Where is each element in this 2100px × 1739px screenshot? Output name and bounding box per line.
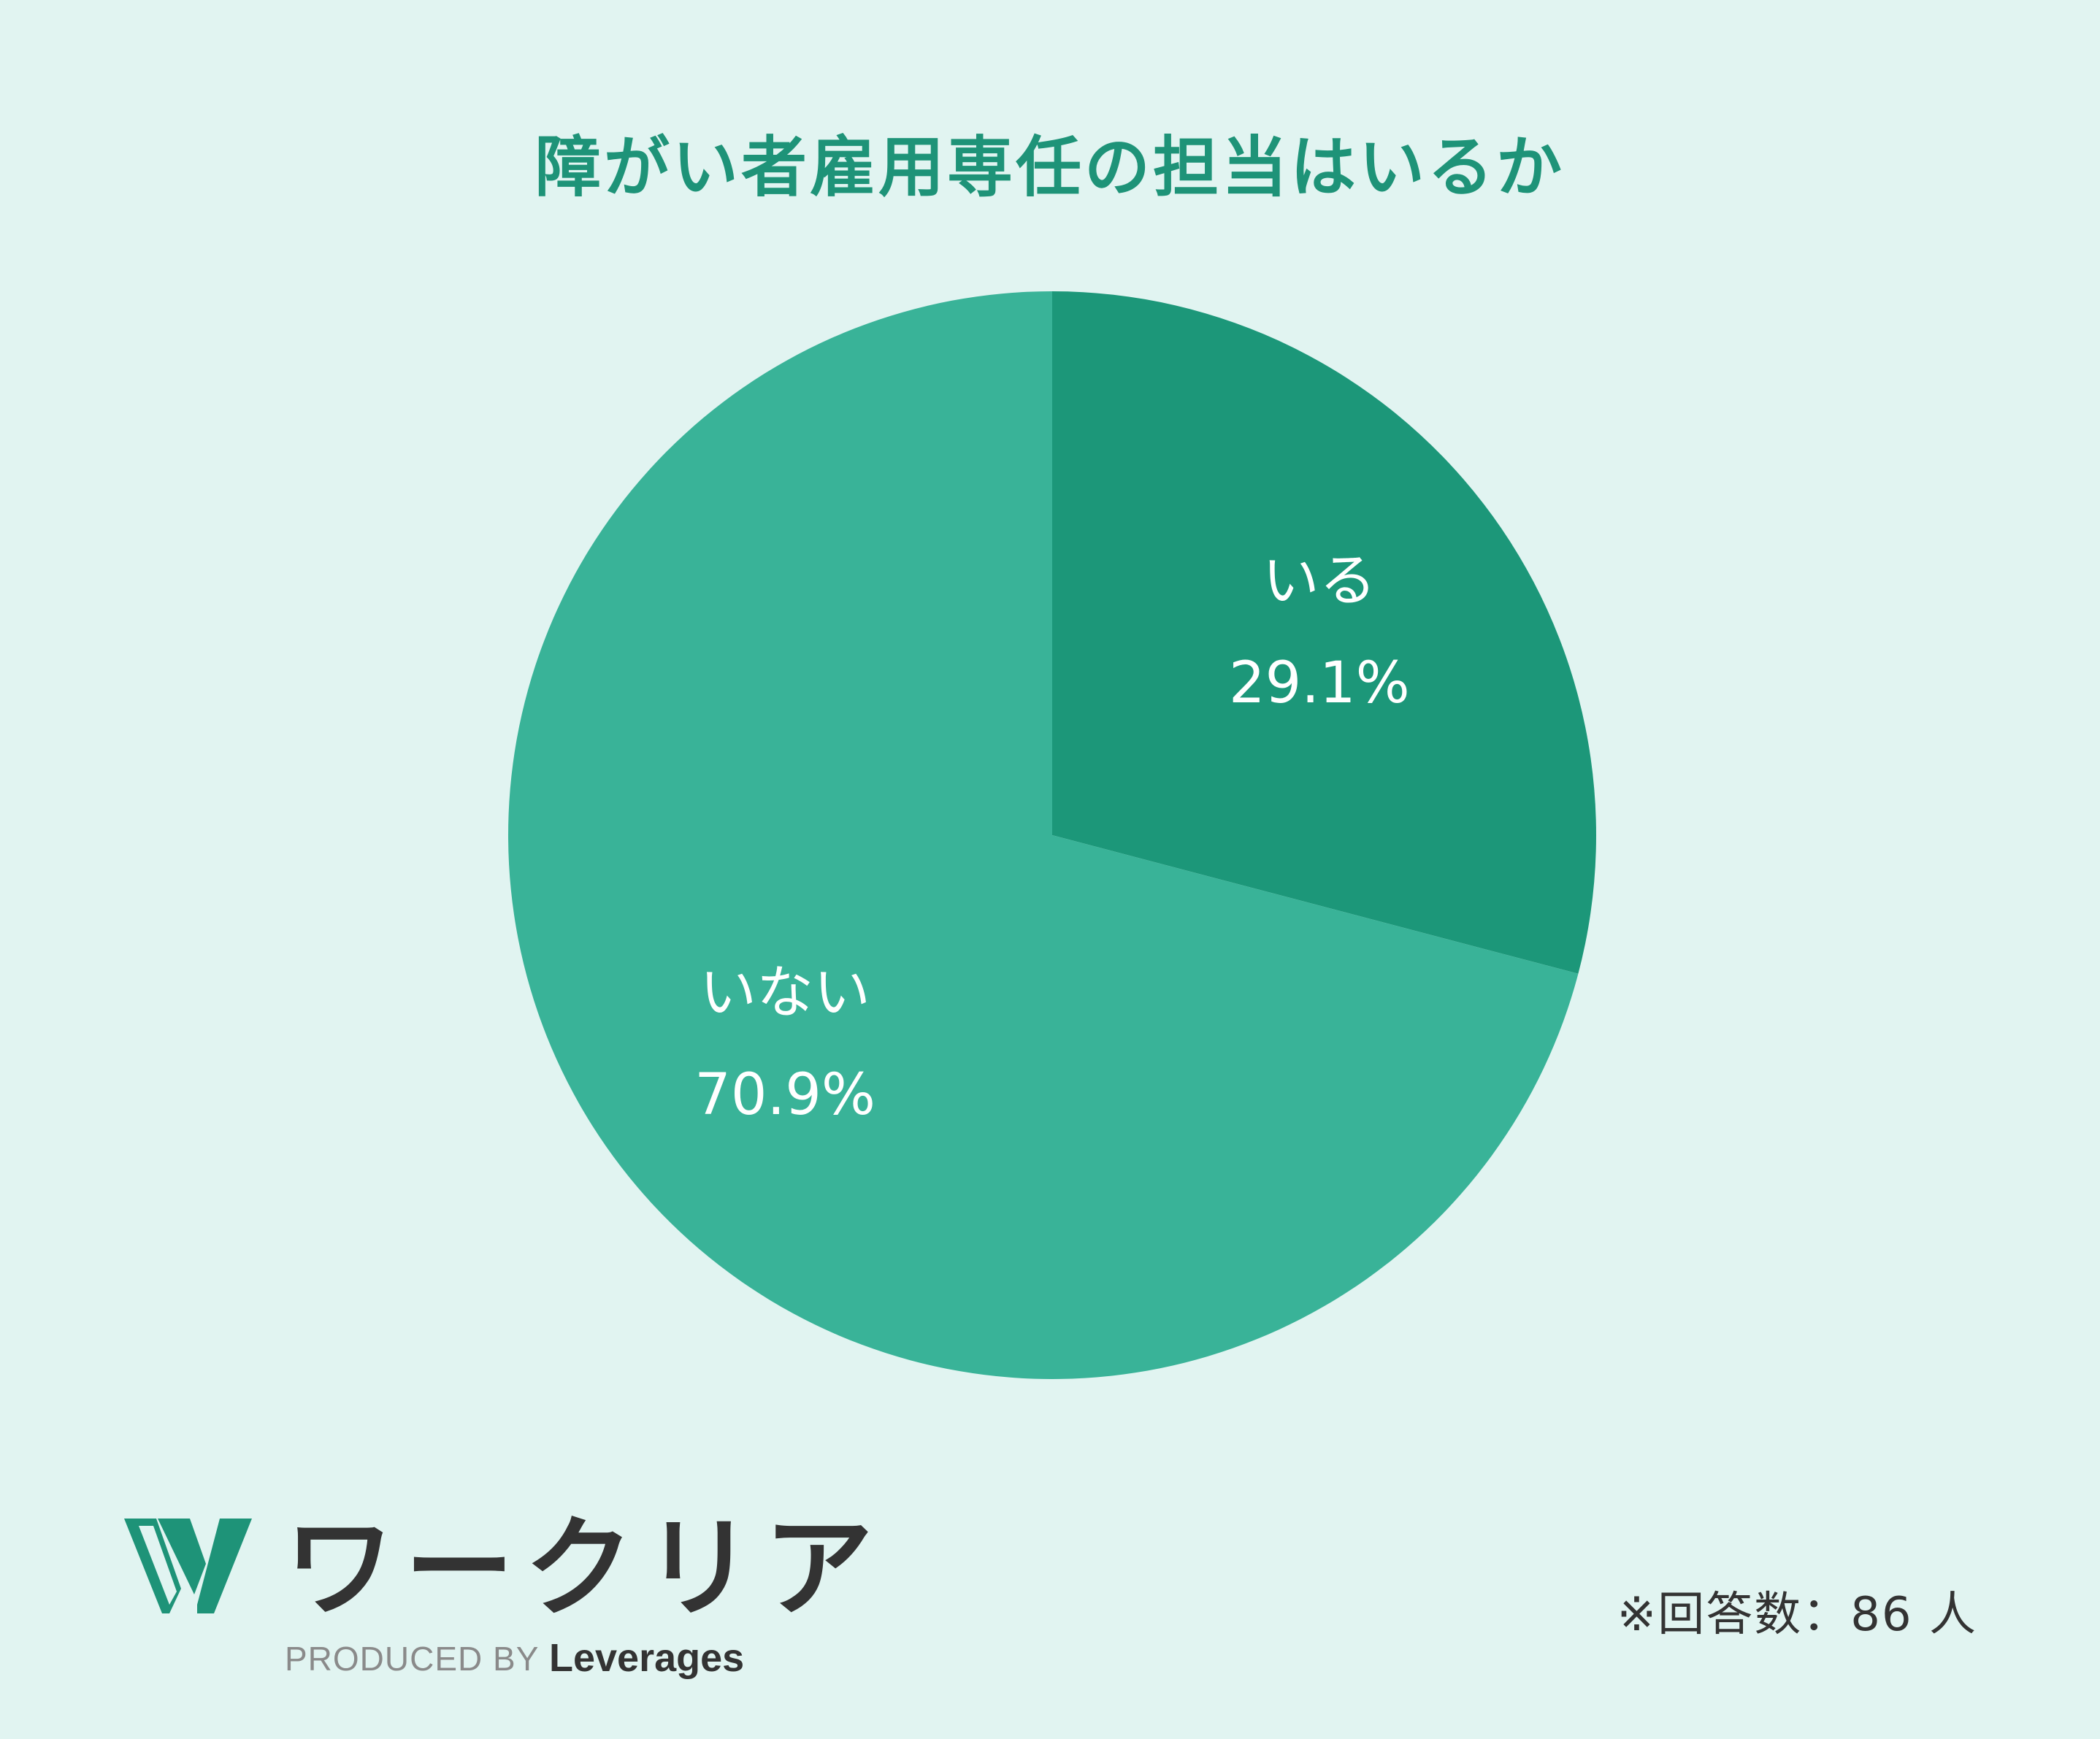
logo-produced-by: PRODUCED BY <box>285 1640 540 1678</box>
slice-category-label-0: いる <box>1262 548 1376 614</box>
logo-w-icon <box>124 1519 252 1613</box>
slice-value-label-0: 29.1% <box>1229 650 1410 716</box>
workclear-logo: ワークリア PRODUCED BY Leverages <box>124 1507 873 1708</box>
slice-category-label-1: いない <box>700 960 870 1026</box>
pie-labels: いる 29.1% いない 70.9% <box>694 548 1410 1128</box>
chart-title: 障がい者雇用専任の担当はいるか <box>535 129 1565 206</box>
logo-name: ワークリア <box>285 1505 884 1632</box>
logo-brand: Leverages <box>549 1636 745 1680</box>
pie-slice-1 <box>508 291 1579 1379</box>
pie-slice-0 <box>1052 291 1596 974</box>
slice-value-label-1: 70.9% <box>694 1062 875 1128</box>
response-count-note: ※回答数：86 人 <box>1617 1588 1977 1642</box>
pie-slices <box>508 291 1596 1379</box>
